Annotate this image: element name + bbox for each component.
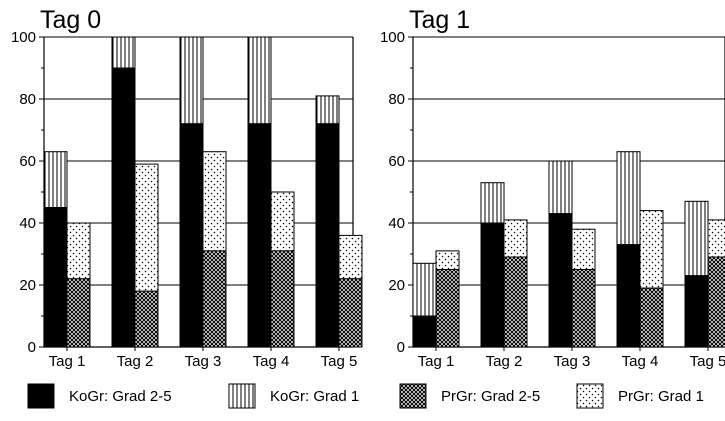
legend-swatch	[27, 383, 55, 409]
bar-prgr-grad-2-5	[338, 278, 363, 348]
legend: KoGr: Grad 2-5 KoGr: Grad 1 PrGr: Grad 2-5…	[27, 383, 704, 409]
bar-kogr-grad-2-5	[548, 213, 573, 348]
x-tick-label: Tag 1	[49, 353, 86, 370]
bar-prgr-grad-2-5	[134, 290, 159, 348]
x-tick-label: Tag 5	[321, 353, 358, 370]
x-tick-label: Tag 3	[185, 353, 222, 370]
bar-kogr-grad-2-5	[247, 123, 272, 348]
bar-kogr-grad-2-5	[480, 222, 505, 348]
x-tick-label: Tag 2	[486, 353, 523, 370]
y-tick-label: 60	[388, 153, 405, 170]
panel-title: Tag 1	[409, 6, 470, 34]
y-tick-label: 0	[28, 339, 36, 356]
bar-prgr-grad-2-5	[707, 256, 725, 348]
legend-label: PrGr: Grad 2-5	[441, 388, 540, 405]
y-tick-label: 100	[380, 29, 405, 46]
x-tick-label: Tag 1	[418, 353, 455, 370]
bar-prgr-grad-2-5	[639, 287, 664, 348]
panel-title: Tag 0	[40, 6, 101, 34]
bar-kogr-grad-1	[412, 262, 437, 317]
bar-kogr-grad-1	[315, 95, 340, 125]
bar-kogr-grad-2-5	[315, 123, 340, 348]
bar-prgr-grad-1	[270, 191, 295, 252]
bar-kogr-grad-2-5	[412, 315, 437, 348]
y-tick-label: 80	[388, 91, 405, 108]
bar-prgr-grad-1	[503, 219, 528, 258]
bar-prgr-grad-1	[707, 219, 725, 258]
y-tick-label: 40	[388, 215, 405, 232]
bar-kogr-grad-1	[616, 151, 641, 246]
bar-prgr-grad-2-5	[503, 256, 528, 348]
legend-swatch	[576, 383, 604, 409]
legend-item: KoGr: Grad 1	[228, 383, 359, 409]
bar-kogr-grad-2-5	[43, 207, 68, 348]
bar-kogr-grad-1	[43, 151, 68, 208]
bar-kogr-grad-2-5	[111, 67, 136, 348]
bar-prgr-grad-1	[338, 234, 363, 280]
legend-label: KoGr: Grad 1	[270, 388, 359, 405]
x-tick-label: Tag 4	[622, 353, 659, 370]
bar-prgr-grad-2-5	[270, 250, 295, 348]
bar-prgr-grad-1	[639, 210, 664, 289]
bar-kogr-grad-1	[480, 182, 505, 224]
bar-prgr-grad-2-5	[571, 269, 596, 348]
bar-kogr-grad-1	[247, 36, 272, 125]
x-tick-label: Tag 2	[117, 353, 154, 370]
bar-kogr-grad-1	[548, 160, 573, 215]
y-tick-label: 40	[19, 215, 36, 232]
y-tick-label: 100	[11, 29, 36, 46]
legend-label: PrGr: Grad 1	[618, 388, 704, 405]
bar-kogr-grad-1	[684, 200, 709, 277]
bar-prgr-grad-1	[435, 250, 460, 270]
legend-swatch	[399, 383, 427, 409]
bar-prgr-grad-1	[202, 151, 227, 252]
bar-kogr-grad-1	[179, 36, 204, 125]
panel-0: Tag 0 0 20 40 60 80 100 Tag 1 Tag 2 Tag 3 Tag 4 Tag…	[11, 6, 363, 370]
legend-item: PrGr: Grad 2-5	[399, 383, 540, 409]
bar-prgr-grad-1	[134, 163, 159, 292]
x-tick-label: Tag 4	[253, 353, 290, 370]
bar-prgr-grad-2-5	[66, 278, 91, 348]
bar-kogr-grad-2-5	[616, 244, 641, 348]
bar-prgr-grad-1	[66, 222, 91, 280]
y-tick-label: 0	[397, 339, 405, 356]
legend-swatch	[228, 383, 256, 409]
legend-label: KoGr: Grad 2-5	[69, 388, 172, 405]
y-tick-label: 20	[388, 277, 405, 294]
bar-prgr-grad-1	[571, 228, 596, 270]
bar-kogr-grad-2-5	[684, 275, 709, 348]
legend-item: PrGr: Grad 1	[576, 383, 704, 409]
legend-item: KoGr: Grad 2-5	[27, 383, 172, 409]
y-tick-label: 80	[19, 91, 36, 108]
bar-prgr-grad-2-5	[202, 250, 227, 348]
y-tick-label: 20	[19, 277, 36, 294]
y-tick-label: 60	[19, 153, 36, 170]
x-tick-label: Tag 5	[690, 353, 725, 370]
bar-kogr-grad-2-5	[179, 123, 204, 348]
x-tick-label: Tag 3	[554, 353, 591, 370]
bar-prgr-grad-2-5	[435, 269, 460, 348]
bar-kogr-grad-1	[111, 36, 136, 69]
